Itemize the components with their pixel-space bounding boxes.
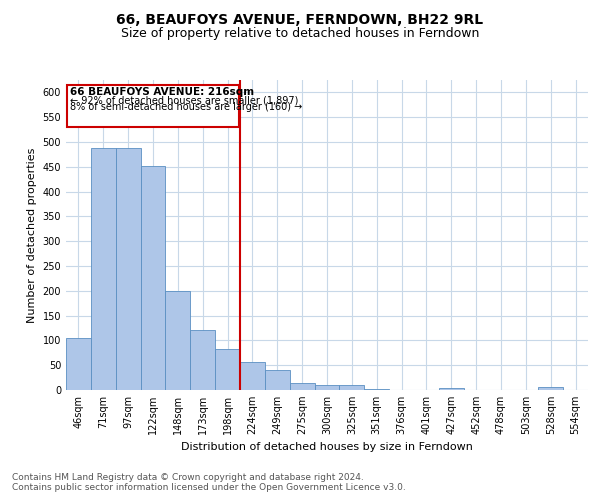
Text: ← 92% of detached houses are smaller (1,897): ← 92% of detached houses are smaller (1,…	[70, 96, 298, 106]
Text: 66 BEAUFOYS AVENUE: 216sqm: 66 BEAUFOYS AVENUE: 216sqm	[70, 88, 254, 98]
Bar	[190, 330, 215, 390]
Bar	[91, 148, 116, 390]
Bar	[116, 148, 140, 390]
Bar	[265, 370, 290, 390]
Bar	[240, 362, 265, 390]
Y-axis label: Number of detached properties: Number of detached properties	[27, 148, 37, 322]
Text: Size of property relative to detached houses in Ferndown: Size of property relative to detached ho…	[121, 28, 479, 40]
Bar	[340, 385, 364, 390]
Text: 8% of semi-detached houses are larger (160) →: 8% of semi-detached houses are larger (1…	[70, 102, 302, 113]
Bar	[290, 383, 314, 390]
Bar	[538, 387, 563, 390]
Bar	[314, 385, 340, 390]
Bar	[140, 166, 166, 390]
Text: Contains HM Land Registry data © Crown copyright and database right 2024.: Contains HM Land Registry data © Crown c…	[12, 472, 364, 482]
Bar	[67, 85, 239, 127]
Text: Distribution of detached houses by size in Ferndown: Distribution of detached houses by size …	[181, 442, 473, 452]
Bar	[439, 388, 464, 390]
Text: 66, BEAUFOYS AVENUE, FERNDOWN, BH22 9RL: 66, BEAUFOYS AVENUE, FERNDOWN, BH22 9RL	[116, 12, 484, 26]
Text: Contains public sector information licensed under the Open Government Licence v3: Contains public sector information licen…	[12, 484, 406, 492]
Bar	[166, 291, 190, 390]
Bar	[364, 388, 389, 390]
Bar	[215, 349, 240, 390]
Bar	[66, 338, 91, 390]
